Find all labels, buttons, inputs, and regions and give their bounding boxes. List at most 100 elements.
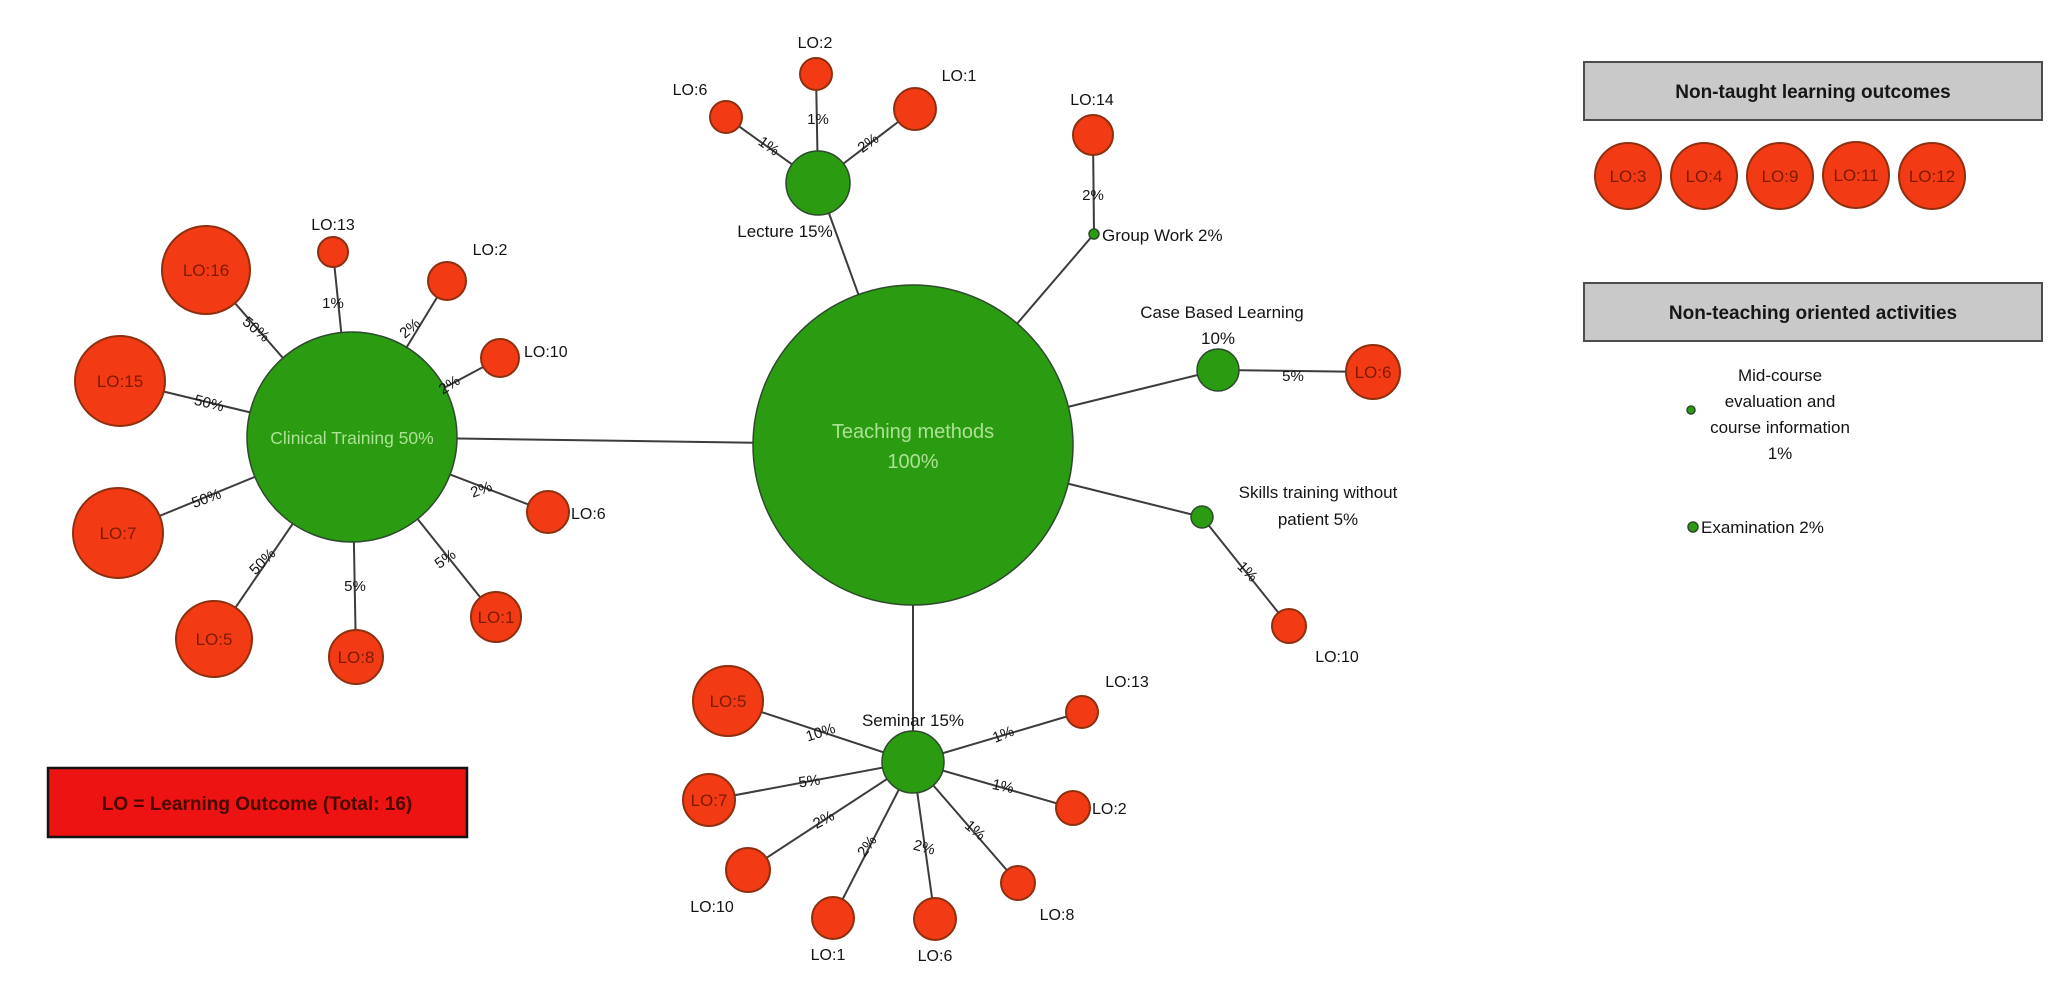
teaching-label-line1: Teaching methods xyxy=(832,421,994,443)
clinical-lo5-label: LO:5 xyxy=(196,630,233,649)
skills-label-line2: patient 5% xyxy=(1278,510,1358,529)
clinical-lo15-node xyxy=(74,335,166,427)
clinical-lo8-pct: 5% xyxy=(344,578,366,595)
lecture-label: Lecture 15% xyxy=(737,222,832,241)
clinical-lo2-pct: 2% xyxy=(396,315,424,342)
nontaught-lo12-node xyxy=(1898,142,1966,210)
green-nodes xyxy=(246,150,1699,794)
casebased-lo6-pct: 5% xyxy=(1282,368,1304,385)
lecture-node xyxy=(785,150,851,216)
case-based-learning-node xyxy=(1196,348,1240,392)
clinical-lo6-node xyxy=(526,490,570,534)
nontaught-lo4-node xyxy=(1670,142,1738,210)
examination-dot xyxy=(1687,521,1699,533)
seminar-lo6-label: LO:6 xyxy=(918,948,953,965)
edge-seminar-lo7 xyxy=(708,761,914,801)
clinical-lo2-node xyxy=(427,261,467,301)
skills-training-node xyxy=(1190,505,1214,529)
seminar-lo13-pct: 1% xyxy=(990,723,1016,747)
clinical-lo7-label: LO:7 xyxy=(100,524,137,543)
lo-legend: LO = Learning Outcome (Total: 16) xyxy=(46,766,469,839)
lecture-lo2-label: LO:2 xyxy=(798,35,833,52)
clinical-lo1-node xyxy=(470,591,522,643)
edge-skills-lo10 xyxy=(1201,516,1290,627)
non-teaching-title-box xyxy=(1583,282,2043,342)
skills-lo10-node xyxy=(1271,608,1307,644)
clinical-lo16-label: LO:16 xyxy=(183,261,229,280)
nontaught-lo3-label: LO:3 xyxy=(1610,167,1647,186)
midcourse-label-line2: evaluation and xyxy=(1725,392,1836,411)
skills-lo10-label: LO:10 xyxy=(1315,649,1359,666)
skills-label-line1: Skills training without xyxy=(1239,483,1398,502)
lecture-lo6-label: LO:6 xyxy=(673,82,708,99)
clinical-lo13-node xyxy=(317,236,349,268)
node-labels: Teaching methods 100% Clinical Training … xyxy=(270,222,1397,730)
clinical-lo2-label: LO:2 xyxy=(473,242,508,259)
teaching-methods-node xyxy=(752,284,1074,606)
clinical-lo13-label: LO:13 xyxy=(311,217,355,234)
clinical-lo10-node xyxy=(480,338,520,378)
group-work-node xyxy=(1088,228,1100,240)
nontaught-lo11-label: LO:11 xyxy=(1833,166,1878,185)
seminar-lo10-pct: 2% xyxy=(810,807,837,832)
seminar-lo2-label: LO:2 xyxy=(1092,801,1127,818)
edge-seminar-lo10 xyxy=(747,761,914,871)
nontaught-lo11-node xyxy=(1822,141,1890,209)
seminar-node xyxy=(881,730,945,794)
midcourse-label-line4: 1% xyxy=(1768,444,1793,463)
nontaught-lo9-node xyxy=(1746,142,1814,210)
lo-legend-label: LO = Learning Outcome (Total: 16) xyxy=(102,794,413,815)
groupwork-lo14-node xyxy=(1072,114,1114,156)
seminar-lo13-label: LO:13 xyxy=(1105,674,1149,691)
clinical-lo15-pct: 50% xyxy=(192,392,225,416)
seminar-lo2-node xyxy=(1055,790,1091,826)
seminar-lo8-label: LO:8 xyxy=(1040,907,1075,924)
seminar-lo7-label: LO:7 xyxy=(691,791,728,810)
clinical-lo8-label: LO:8 xyxy=(338,648,375,667)
seminar-lo1-pct: 2% xyxy=(854,833,880,861)
clinical-label: Clinical Training 50% xyxy=(270,428,433,448)
seminar-lo8-node xyxy=(1000,865,1036,901)
casebased-label-line1: Case Based Learning xyxy=(1140,303,1304,322)
nontaught-lo4-label: LO:4 xyxy=(1686,167,1723,186)
clinical-lo6-pct: 2% xyxy=(468,478,494,501)
seminar-lo5-node xyxy=(692,665,764,737)
seminar-lo1-node xyxy=(811,896,855,940)
seminar-satellite-labels: LO:5 LO:7 LO:10 LO:1 LO:6 LO:8 LO:2 LO:1… xyxy=(690,674,1149,965)
clinical-lo8-node xyxy=(328,629,384,685)
non-taught-title: Non-taught learning outcomes xyxy=(1675,82,1951,103)
midcourse-label-line1: Mid-course xyxy=(1738,366,1822,385)
nontaught-lo9-label: LO:9 xyxy=(1762,167,1799,186)
groupwork-label: Group Work 2% xyxy=(1102,226,1223,245)
clinical-training-node xyxy=(246,331,458,543)
midcourse-dot xyxy=(1686,405,1696,415)
red-nodes xyxy=(72,57,1966,941)
lecture-lo2-pct: 1% xyxy=(807,111,829,128)
casebased-label-line2: 10% xyxy=(1201,329,1235,348)
seminar-lo10-node xyxy=(725,847,771,893)
seminar-lo7-pct: 5% xyxy=(797,772,821,792)
non-teaching-panel: Non-teaching oriented activities Mid-cou… xyxy=(1583,282,2043,537)
casebased-lo6-label: LO:6 xyxy=(1355,363,1392,382)
seminar-lo6-node xyxy=(913,897,957,941)
seminar-lo1-label: LO:1 xyxy=(811,947,846,964)
seminar-lo7-node xyxy=(682,773,736,827)
seminar-lo2-pct: 1% xyxy=(991,776,1016,797)
midcourse-label-line3: course information xyxy=(1710,418,1850,437)
clinical-lo16-node xyxy=(161,225,251,315)
seminar-lo6-pct: 2% xyxy=(911,837,936,859)
clinical-lo6-label: LO:6 xyxy=(571,506,606,523)
lecture-lo1-node xyxy=(893,87,937,131)
clinical-lo7-node xyxy=(72,487,164,579)
examination-label: Examination 2% xyxy=(1701,518,1824,537)
groupwork-lo14-label: LO:14 xyxy=(1070,92,1114,109)
non-teaching-title: Non-teaching oriented activities xyxy=(1669,303,1957,324)
clinical-lo1-label: LO:1 xyxy=(478,608,515,627)
groupwork-lo14-pct: 2% xyxy=(1082,187,1104,204)
activity-satellite-labels: LO:14 2% LO:6 5% LO:10 1% xyxy=(1070,92,1391,666)
lecture-lo6-node xyxy=(709,100,743,134)
lecture-lo2-node xyxy=(799,57,833,91)
clinical-lo5-node xyxy=(175,600,253,678)
